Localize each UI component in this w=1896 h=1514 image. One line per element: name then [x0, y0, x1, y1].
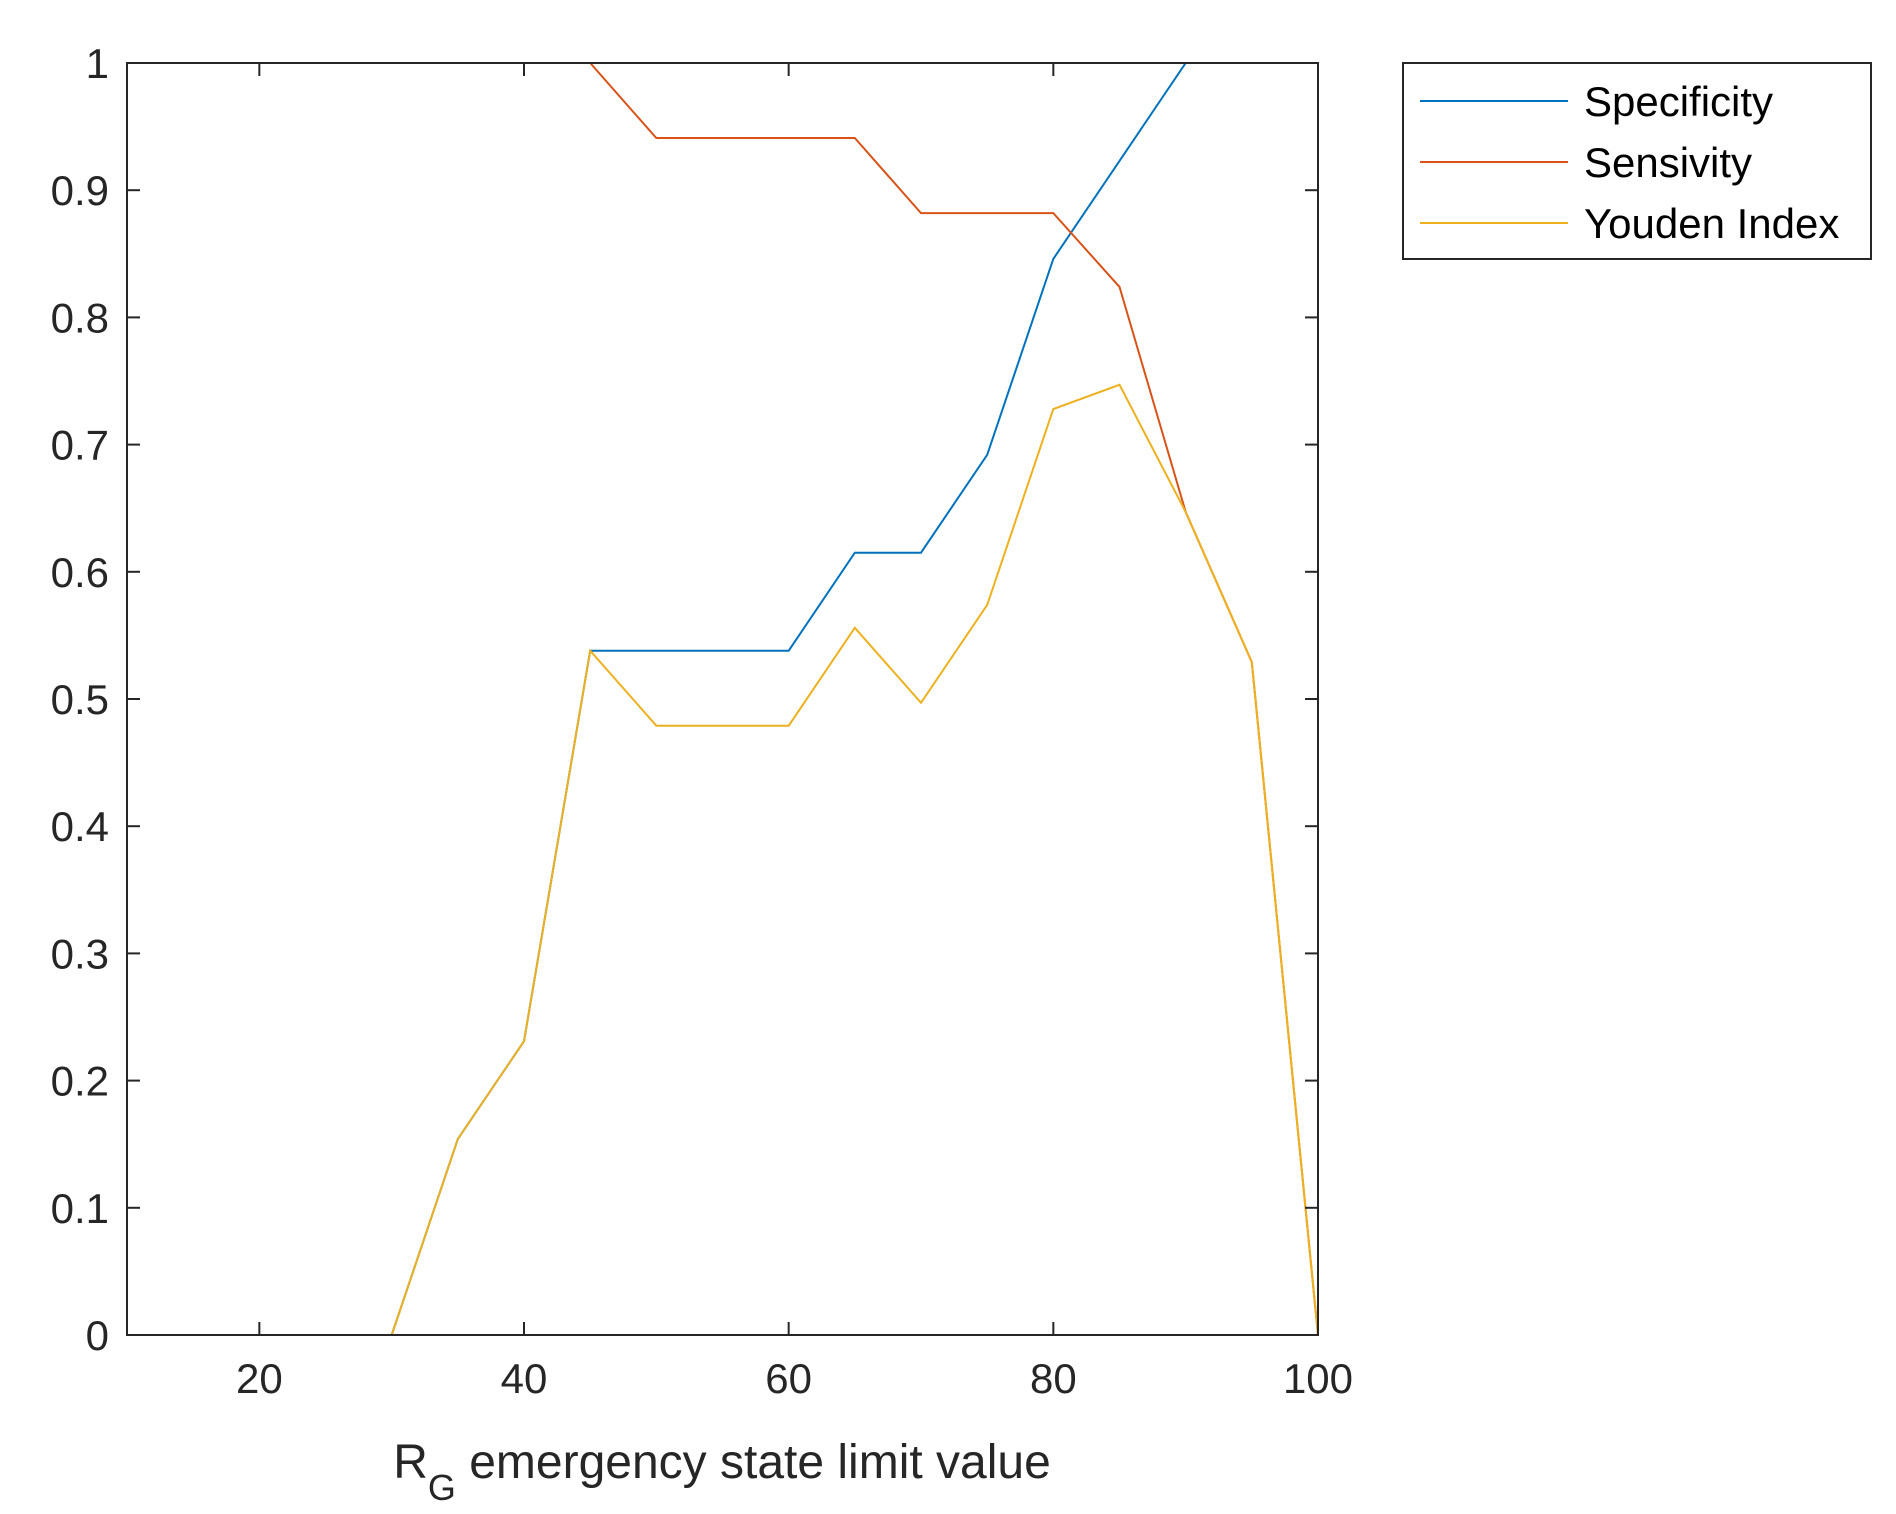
legend: Specificity Sensivity Youden Index	[1402, 62, 1872, 260]
x-tick-label: 80	[1030, 1355, 1077, 1402]
y-tick-label: 0.1	[51, 1185, 109, 1232]
y-tick-labels: 0 0.1 0.2 0.3 0.4 0.5 0.6 0.7 0.8 0.9 1	[51, 40, 109, 1359]
y-tick-label: 0.2	[51, 1058, 109, 1105]
x-axis-title-subscript: G	[428, 1467, 456, 1508]
y-tick-label: 0.7	[51, 422, 109, 469]
x-tick-label: 20	[236, 1355, 283, 1402]
y-tick-label: 0.9	[51, 167, 109, 214]
x-tick-label: 60	[765, 1355, 812, 1402]
y-tick-label: 0.3	[51, 930, 109, 977]
x-axis-title: RG emergency state limit value	[393, 1436, 1051, 1508]
x-tick-label: 100	[1283, 1355, 1353, 1402]
legend-entry: Specificity	[1420, 78, 1773, 125]
y-tick-label: 0.8	[51, 294, 109, 341]
legend-label: Youden Index	[1584, 200, 1839, 247]
x-tick-labels: 20 40 60 80 100	[236, 1355, 1353, 1402]
legend-entry: Sensivity	[1420, 139, 1752, 186]
y-tick-label: 0.5	[51, 676, 109, 723]
legend-entries: Specificity Sensivity Youden Index	[1420, 78, 1839, 247]
x-tick-label: 40	[501, 1355, 548, 1402]
y-tick-label: 0.6	[51, 549, 109, 596]
x-axis-title-main: R	[393, 1436, 428, 1489]
legend-label: Sensivity	[1584, 139, 1752, 186]
y-tick-label: 1	[86, 40, 109, 87]
tick-marks	[127, 62, 1319, 1336]
x-axis-title-rest: emergency state limit value	[456, 1436, 1051, 1489]
y-tick-label: 0	[86, 1312, 109, 1359]
y-tick-label: 0.4	[51, 803, 109, 850]
legend-entry: Youden Index	[1420, 200, 1839, 247]
legend-label: Specificity	[1584, 78, 1773, 125]
plot-area	[126, 62, 1319, 1336]
axes-background	[127, 63, 1318, 1335]
